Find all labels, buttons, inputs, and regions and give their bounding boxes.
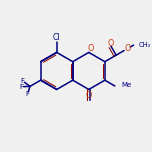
Text: Cl: Cl [53, 33, 60, 42]
Text: F: F [21, 78, 24, 84]
Text: O: O [107, 39, 113, 48]
Text: CH₃: CH₃ [138, 42, 150, 48]
Text: F: F [25, 91, 29, 97]
Text: Me: Me [121, 82, 131, 88]
Text: O: O [124, 44, 131, 53]
Text: O: O [87, 44, 94, 53]
Text: O: O [86, 92, 92, 100]
Text: F: F [19, 84, 23, 90]
